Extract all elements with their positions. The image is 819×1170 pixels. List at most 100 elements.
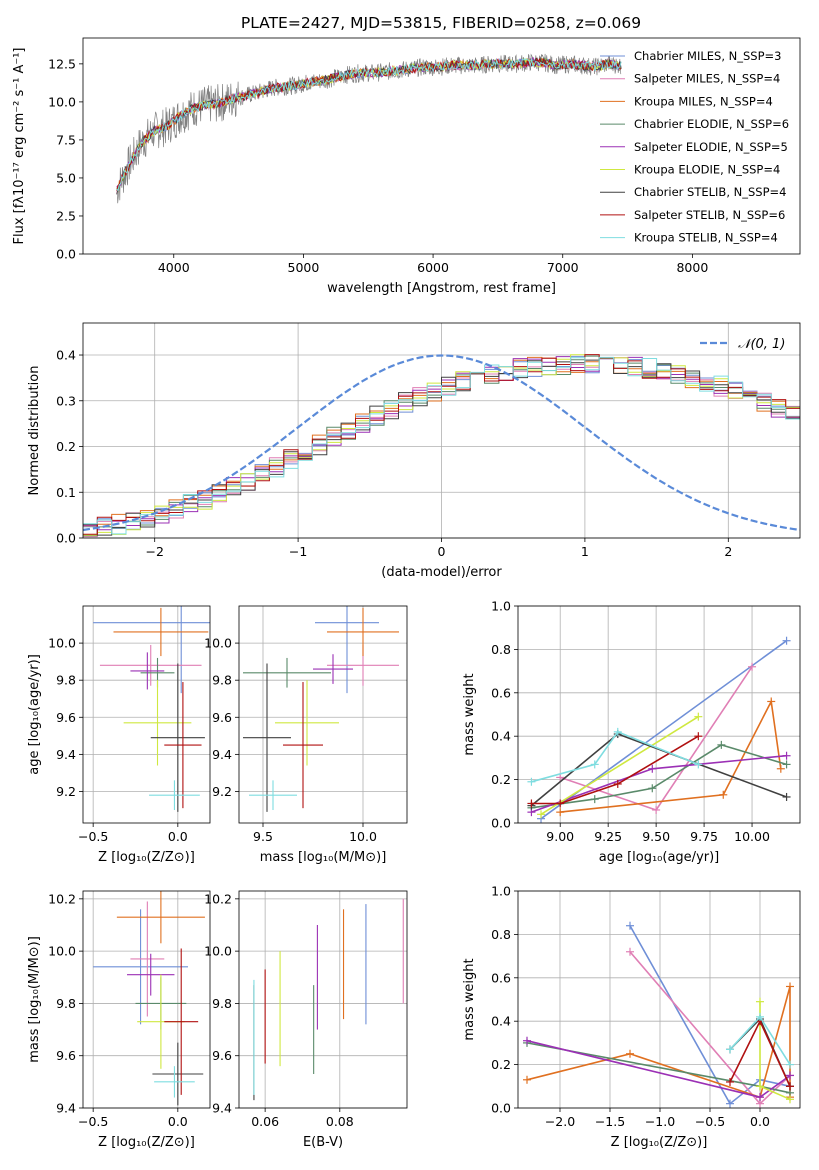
y-tick-label: 1.0 [491,884,511,899]
y-tick-label: 10.0 [204,636,232,651]
y-tick-label: 0.6 [491,685,511,700]
series-marker [782,636,791,645]
mass-weight-series-line [526,1039,791,1099]
axes-frame [82,605,211,824]
x-tick-label: 0.0 [750,1114,770,1129]
series-marker [726,1077,734,1086]
x-tick-label: −0.5 [78,1114,108,1129]
x-tick-label: 0.06 [251,1114,279,1129]
x-tick-label: 4000 [158,260,190,275]
residuals-plot-area [83,354,800,538]
axes-frame [517,605,801,824]
series-marker [767,697,776,706]
y-axis-label: age [log₁₀(age/yr)] [27,654,42,775]
y-tick-label: 9.2 [56,784,76,799]
y-tick-label: 0.0 [491,816,511,831]
series-marker [556,773,565,782]
y-tick-label: 10.0 [48,636,76,651]
y-tick-label: 9.6 [56,1048,76,1063]
x-tick-label: 10.00 [734,829,770,844]
y-tick-label: 10.0 [204,944,232,959]
y-tick-label: 10.0 [48,944,76,959]
errorbar-point [93,606,210,694]
model-spectrum-line [116,58,622,192]
y-tick-label: 9.4 [56,1101,76,1116]
y-tick-label: 9.4 [212,1101,232,1116]
y-tick-label: 9.6 [212,1048,232,1063]
mass-vs-Z-panel: −0.5 0.0 9.4 9.6 9.8 10.0 10.2 Z [log₁₀(Z/Z⊙)] m… [27,890,211,1150]
series-marker [590,760,599,769]
x-tick-label: 9.50 [642,829,670,844]
axes-frame [517,890,801,1109]
y-tick-label: 9.6 [212,710,232,725]
y-tick-label: 0.2 [491,772,511,787]
y-tick-label: 10.2 [204,891,232,906]
series-marker [756,1093,764,1102]
legend-entry: 𝒩(0, 1) [738,337,785,352]
errorbar-point [164,948,199,1095]
legend-entry: Chabrier STELIB, N_SSP=4 [634,185,786,199]
series-marker [776,764,785,773]
y-tick-label: 9.6 [56,710,76,725]
x-tick-label: 8000 [676,260,708,275]
massweight-vs-Z-plot-area [523,921,794,1108]
legend-entry: Chabrier ELODIE, N_SSP=6 [634,117,789,131]
series-marker [782,751,791,760]
axes-frame [82,890,211,1109]
massweight-vs-age-panel: 9.00 9.25 9.50 9.75 10.00 0.0 0.2 0.4 0.6 0.8 1.0 a… [462,599,801,865]
errorbar-point [130,901,165,1017]
series-marker [626,947,634,956]
y-tick-label: 0.4 [491,729,511,744]
legend-entry: Salpeter MILES, N_SSP=4 [634,72,780,86]
errorbar-point [315,606,379,694]
y-tick-label: 2.5 [56,208,76,223]
series-marker [726,1099,734,1108]
x-axis-label: Z [log₁₀(Z/Z⊙)] [611,1135,708,1150]
x-axis-label: (data-model)/error [381,565,502,580]
x-axis-label: Z [log₁₀(Z/Z⊙)] [98,850,195,865]
legend-entry: Chabrier MILES, N_SSP=3 [634,49,781,63]
x-tick-label: 1 [581,544,589,559]
series-marker [537,810,546,819]
x-tick-label: 10.0 [349,829,377,844]
age-vs-mass-panel: 9.5 10.0 9.2 9.4 9.6 9.8 10.0 mass [log₁₀(M/M⊙)… [204,605,408,865]
x-tick-label: 7000 [547,260,579,275]
errorbar-point [123,680,192,766]
legend-entry: Salpeter STELIB, N_SSP=6 [634,208,785,222]
y-tick-label: 0.0 [56,531,76,546]
x-tick-label: −2 [145,544,163,559]
x-axis-label: E(B-V) [303,1135,343,1150]
errorbar-point [249,780,297,811]
errorbar-point [149,780,200,811]
series-marker [756,997,764,1006]
y-axis-label: mass weight [462,958,477,1040]
errorbar-point [283,682,323,809]
residuals-panel: −2 −1 0 1 2 0.0 0.1 0.2 0.3 0.4 (data-model)/error… [27,322,801,580]
errorbar-point [313,654,353,684]
errorbar-point [130,652,165,690]
series-marker [694,732,703,741]
x-tick-label: 5000 [288,260,320,275]
axes-frame [238,605,408,824]
x-tick-label: −1 [289,544,307,559]
series-marker [613,727,622,736]
x-tick-label: 0.0 [168,829,188,844]
mass-vs-EBV-plot-area [253,898,404,1101]
y-axis-label: Normed distribution [27,366,42,496]
x-tick-label: 9.75 [690,829,718,844]
mass-vs-Z-plot-area [93,891,205,1106]
errorbar-point [243,657,331,688]
series-marker [786,1071,794,1080]
axes-frame [82,322,801,539]
series-marker [694,712,703,721]
mass-weight-series-line [531,730,699,783]
x-tick-label: −1.0 [645,1114,675,1129]
y-tick-label: 0.2 [56,439,76,454]
age-vs-Z-panel: −0.5 0.0 9.2 9.4 9.6 9.8 10.0 Z [log₁₀(Z/Z⊙)] ag… [27,605,211,865]
series-marker [626,921,634,930]
series-marker [756,1012,764,1021]
series-marker [726,1045,734,1054]
legend-entry: Kroupa STELIB, N_SSP=4 [634,231,778,245]
errorbar-point [152,1042,204,1106]
